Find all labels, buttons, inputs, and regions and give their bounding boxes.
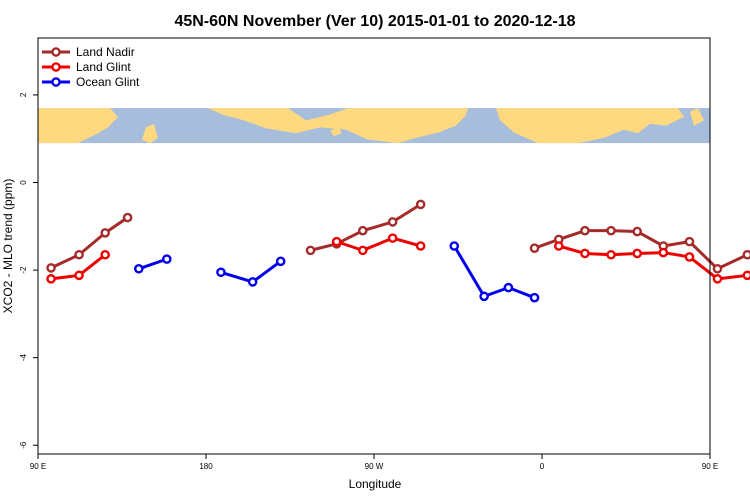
- series-ocean-glint: [133, 241, 540, 303]
- x-tick-label: 90 E: [702, 462, 718, 471]
- data-point-ocean-glint: [247, 277, 258, 287]
- y-tick-label: -2: [19, 266, 28, 274]
- y-axis-label: XCO2 - MLO trend (ppm): [1, 179, 15, 314]
- data-point-land-glint: [387, 233, 398, 243]
- data-point-land-nadir: [632, 226, 643, 237]
- data-point-land-nadir: [46, 263, 56, 273]
- series-line-land-glint: [336, 236, 422, 252]
- x-tick-label: 180: [199, 462, 213, 471]
- data-point-land-glint: [658, 247, 669, 258]
- data-point-ocean-glint: [216, 267, 226, 278]
- legend-marker: [51, 47, 61, 57]
- legend-marker: [51, 62, 61, 72]
- data-point-ocean-glint: [529, 292, 540, 303]
- y-tick-label: -4: [19, 354, 28, 362]
- series-line-land-nadir: [50, 216, 129, 270]
- data-point-land-nadir: [357, 225, 368, 236]
- data-point-land-glint: [606, 249, 616, 260]
- data-point-land-glint: [415, 241, 426, 251]
- data-point-land-glint: [580, 248, 590, 259]
- data-point-land-nadir: [100, 228, 110, 238]
- x-tick-label: 90 W: [365, 462, 384, 471]
- data-point-land-glint: [74, 270, 84, 281]
- data-point-ocean-glint: [133, 263, 144, 274]
- data-point-land-nadir: [529, 243, 540, 253]
- x-axis: 90 E 180 90 W 0 90 E: [30, 454, 718, 471]
- data-point-land-glint: [357, 245, 368, 256]
- data-point-land-nadir: [742, 249, 750, 260]
- x-tick-label: 90 E: [30, 462, 46, 471]
- map-land-0: [38, 108, 118, 144]
- legend-item-land-glint: Land Glint: [42, 60, 131, 74]
- data-point-land-glint: [331, 236, 342, 247]
- series-line-land-nadir: [534, 229, 750, 271]
- map-land-3: [330, 127, 342, 137]
- data-point-ocean-glint: [275, 256, 286, 267]
- data-point-land-glint: [100, 249, 110, 260]
- data-point-land-nadir: [684, 236, 695, 247]
- data-point-land-nadir: [580, 225, 590, 236]
- y-tick-label: 0: [19, 180, 28, 185]
- series-land-nadir: [46, 199, 750, 274]
- world-map-band: [38, 108, 710, 144]
- y-tick-label: 2: [19, 92, 28, 97]
- data-point-ocean-glint: [503, 282, 514, 293]
- legend-item-land-nadir: Land Nadir: [42, 45, 135, 59]
- data-point-land-glint: [684, 252, 695, 262]
- data-point-land-nadir: [387, 217, 398, 227]
- map-land-4: [496, 108, 684, 144]
- series-line-ocean-glint: [138, 257, 168, 271]
- legend-item-ocean-glint: Ocean Glint: [42, 75, 140, 89]
- data-point-land-nadir: [712, 263, 723, 274]
- series-layer: [46, 199, 750, 303]
- legend-label: Land Nadir: [76, 45, 135, 59]
- data-point-ocean-glint: [161, 254, 172, 264]
- data-point-land-glint: [554, 241, 564, 251]
- data-point-land-glint: [46, 274, 56, 284]
- data-point-land-glint: [742, 270, 750, 281]
- data-point-ocean-glint: [479, 291, 489, 302]
- data-point-land-nadir: [606, 225, 616, 236]
- map-land-5: [690, 108, 704, 126]
- data-point-land-glint: [632, 248, 643, 259]
- x-axis-label: Longitude: [349, 477, 402, 491]
- y-tick-label: -6: [19, 441, 28, 449]
- series-line-ocean-glint: [452, 245, 536, 300]
- data-point-ocean-glint: [449, 241, 460, 251]
- data-point-land-nadir: [122, 212, 133, 223]
- x-tick-label: 0: [540, 462, 545, 471]
- map-land-1: [142, 123, 158, 144]
- legend-label: Land Glint: [76, 60, 131, 74]
- map-land-2: [208, 108, 468, 144]
- legend-marker: [51, 77, 61, 87]
- chart-title: 45N-60N November (Ver 10) 2015-01-01 to …: [174, 13, 575, 30]
- y-axis: 2 0 -2 -4 -6: [19, 92, 38, 449]
- data-point-land-nadir: [305, 245, 316, 256]
- series-land-glint: [46, 233, 750, 284]
- legend-label: Ocean Glint: [76, 75, 140, 89]
- data-point-land-nadir: [74, 249, 84, 260]
- data-point-land-glint: [712, 274, 723, 284]
- data-point-land-nadir: [415, 199, 426, 210]
